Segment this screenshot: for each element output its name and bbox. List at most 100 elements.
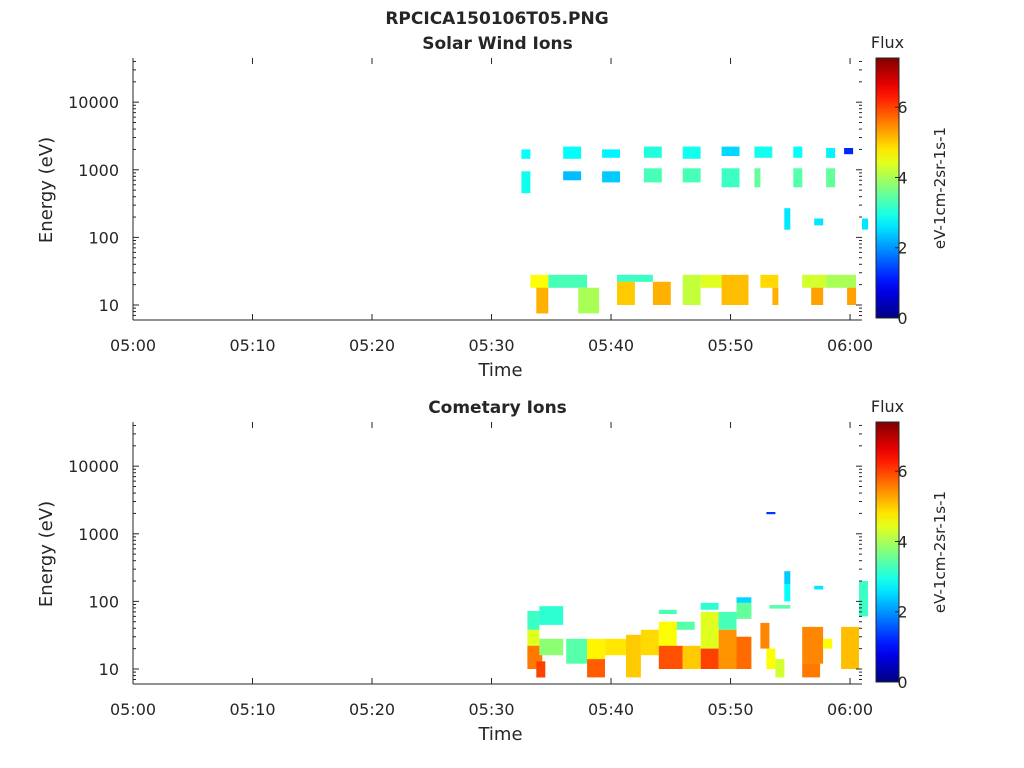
heatmap-cell	[527, 611, 540, 630]
x-tick-label: 05:10	[229, 700, 275, 719]
heatmap-cell	[766, 512, 776, 515]
y-tick-label: 10000	[68, 93, 119, 112]
heatmap-cell	[760, 274, 779, 288]
colorbar-tick-label: 2	[897, 239, 907, 258]
heatmap-cell	[566, 638, 588, 664]
colorbar-tick-label: 6	[897, 462, 907, 481]
heatmap-cell	[548, 274, 588, 288]
heatmap-cell	[536, 661, 546, 678]
x-tick-label: 05:50	[707, 336, 753, 355]
colorbar	[875, 421, 900, 683]
heatmap-cell	[718, 611, 737, 630]
heatmap-cell	[718, 629, 737, 669]
x-tick-label: 05:10	[229, 336, 275, 355]
heatmap-cell	[643, 168, 662, 183]
heatmap-cell	[539, 606, 564, 625]
heatmap-cell	[802, 274, 827, 288]
subplot-title: Cometary Ions	[428, 398, 567, 418]
heatmap-cell	[802, 626, 824, 664]
colorbar-tick-label: 0	[897, 673, 907, 692]
heatmap-cell	[521, 171, 531, 194]
y-axis-label: Energy (eV)	[36, 501, 57, 607]
subplot-title: Solar Wind Ions	[422, 34, 573, 54]
heatmap-cell	[772, 287, 779, 305]
colorbar-title: Flux	[871, 33, 904, 52]
heatmap-cell	[736, 636, 752, 669]
x-tick-label: 05:40	[588, 336, 634, 355]
heatmap-cell	[784, 571, 791, 585]
heatmap-cell	[617, 274, 653, 282]
heatmap-cell	[700, 611, 719, 649]
heatmap-cell	[617, 281, 635, 305]
heatmap-cell	[775, 659, 785, 678]
heatmap-cell	[652, 281, 671, 305]
colorbar-tick-label: 2	[897, 603, 907, 622]
x-tick-label: 05:20	[349, 700, 395, 719]
heatmap-cell	[626, 663, 641, 678]
heatmap-cell	[826, 148, 836, 158]
heatmap-cell	[602, 149, 620, 158]
solar-wind-panel: Solar Wind Ions 10 100 1000 10000 05:00 05:10 0…	[36, 33, 949, 381]
heatmap-cell	[814, 218, 824, 226]
heatmap-cell	[578, 287, 600, 314]
heatmap-cell	[700, 274, 722, 288]
heatmap-cell	[605, 638, 626, 656]
heatmap-cell	[811, 287, 824, 305]
heatmap-cell	[521, 149, 531, 159]
y-tick-label: 10	[99, 660, 119, 679]
heatmap-cell	[643, 146, 662, 158]
heatmap-cells	[527, 512, 868, 678]
heatmap-cell	[793, 146, 803, 158]
heatmap-cell	[802, 663, 821, 678]
x-tick-label: 06:00	[827, 336, 873, 355]
heatmap-cell	[658, 645, 683, 669]
heatmap-cell	[721, 168, 740, 188]
heatmap-cell	[682, 146, 701, 159]
x-tick-label: 05:00	[110, 700, 156, 719]
y-axis-label: Energy (eV)	[36, 137, 57, 243]
y-tick-label: 100	[88, 592, 119, 611]
heatmap-cell	[530, 274, 549, 288]
colorbar	[875, 57, 900, 319]
heatmap-cell	[658, 609, 677, 614]
colorbar-title: Flux	[871, 397, 904, 416]
heatmap-cell	[721, 146, 740, 156]
heatmap-cell	[640, 629, 659, 656]
heatmap-cell	[676, 621, 695, 630]
heatmap-cell	[859, 581, 868, 617]
heatmap-cell	[700, 648, 719, 669]
colorbar-tick-label: 4	[897, 532, 907, 551]
heatmap-cell	[862, 218, 868, 230]
heatmap-cell	[536, 287, 549, 314]
cometary-panel: Cometary Ions 10 100 1000 10000 05:00 05:10 05:…	[36, 397, 949, 745]
heatmap-cell	[841, 626, 859, 669]
heatmap-cell	[784, 208, 791, 230]
y-tick-label: 10	[99, 296, 119, 315]
colorbar-tick-label: 0	[897, 309, 907, 328]
x-tick-label: 05:00	[110, 336, 156, 355]
heatmap-cell	[766, 648, 776, 669]
x-tick-label: 05:30	[468, 700, 514, 719]
y-tick-label: 100	[88, 228, 119, 247]
x-tick-label: 05:30	[468, 336, 514, 355]
heatmap-cell	[754, 146, 773, 158]
heatmap-cell	[769, 605, 791, 609]
colorbar-unit-label: eV-1cm-2sr-1s-1	[931, 491, 949, 613]
x-tick-label: 05:40	[588, 700, 634, 719]
y-tick-label: 1000	[78, 525, 119, 544]
heatmap-cell	[682, 274, 701, 305]
y-tick-label: 1000	[78, 161, 119, 180]
x-axis-label: Time	[477, 724, 522, 745]
x-tick-label: 05:20	[349, 336, 395, 355]
y-tick-label: 10000	[68, 457, 119, 476]
x-tick-label: 05:50	[707, 700, 753, 719]
heatmap-cell	[700, 602, 719, 610]
heatmap-cell	[736, 597, 752, 603]
heatmap-cell	[563, 146, 582, 159]
colorbar-tick-label: 6	[897, 98, 907, 117]
heatmap-cell	[826, 274, 856, 288]
heatmap-cell	[721, 274, 749, 305]
heatmap-cell	[736, 602, 752, 619]
heatmap-cell	[626, 634, 641, 669]
heatmap-cells	[521, 146, 868, 314]
